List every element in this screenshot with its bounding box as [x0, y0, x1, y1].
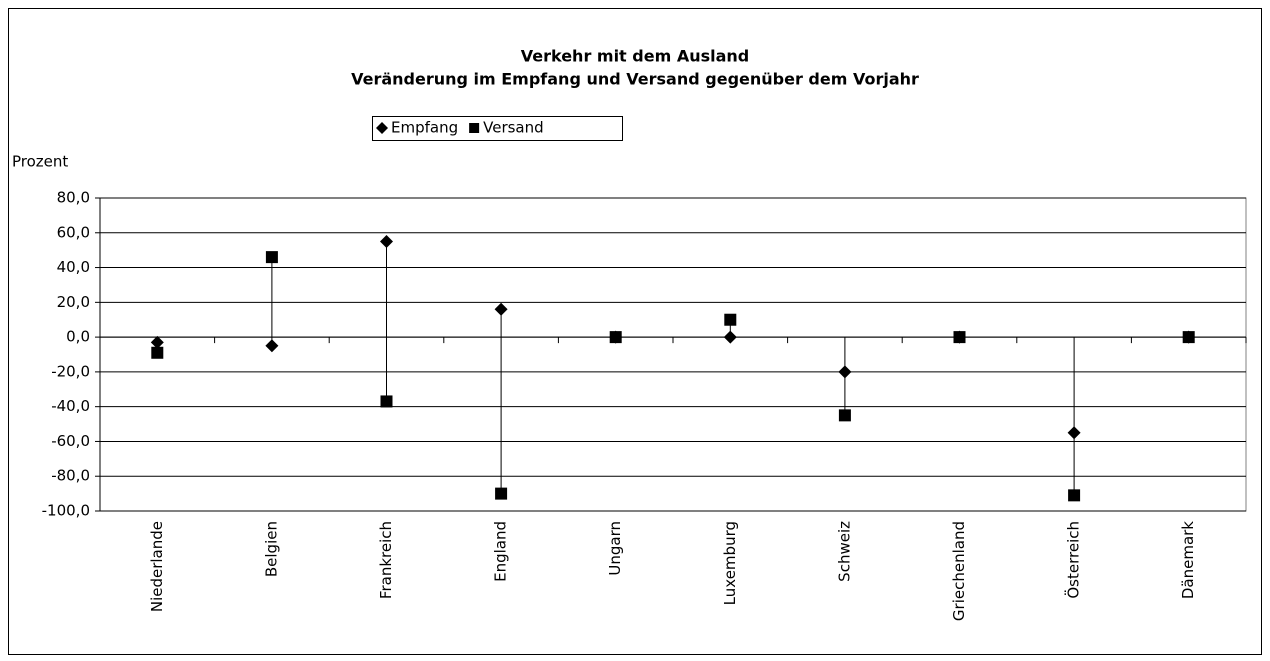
- y-tick-label: 60,0: [57, 223, 90, 241]
- legend-label: Empfang: [391, 119, 458, 137]
- x-tick-label: Luxemburg: [721, 521, 739, 605]
- y-tick-label: -60,0: [51, 432, 90, 450]
- square-marker: [151, 346, 164, 359]
- y-tick-label: -20,0: [51, 362, 90, 380]
- legend-box: [372, 116, 623, 141]
- y-tick-label: -40,0: [51, 397, 90, 415]
- square-marker: [1182, 331, 1195, 344]
- legend-label: Versand: [483, 119, 544, 137]
- y-tick-label: 20,0: [57, 293, 90, 311]
- x-tick-label: Niederlande: [148, 521, 166, 612]
- y-tick-label: 40,0: [57, 258, 90, 276]
- square-marker: [265, 251, 278, 264]
- diamond-marker: [150, 335, 164, 349]
- square-marker: [380, 395, 393, 408]
- x-tick-label: England: [492, 521, 510, 582]
- x-tick-label: Österreich: [1064, 521, 1083, 599]
- y-tick-label: 80,0: [57, 189, 90, 207]
- square-marker: [724, 313, 737, 326]
- chart-title: Verkehr mit dem Ausland: [521, 47, 750, 66]
- x-tick-label: Griechenland: [950, 521, 968, 621]
- legend: Empfang Versand: [372, 116, 623, 141]
- chart-subtitle: Veränderung im Empfang und Versand gegen…: [351, 70, 919, 89]
- legend-swatch: [376, 122, 388, 134]
- y-tick-label: -100,0: [42, 502, 90, 520]
- square-marker: [838, 409, 851, 422]
- plot-area: [99, 197, 1247, 512]
- x-tick-label: Ungarn: [606, 521, 624, 576]
- square-marker: [609, 331, 622, 344]
- diamond-marker: [494, 302, 508, 316]
- y-axis-title: Prozent: [12, 153, 68, 171]
- x-tick-label: Schweiz: [835, 521, 853, 582]
- square-marker: [1068, 489, 1081, 502]
- y-tick-label: 0,0: [66, 328, 90, 346]
- diamond-marker: [380, 234, 393, 248]
- diamond-marker: [1067, 426, 1081, 440]
- square-marker: [495, 487, 508, 500]
- x-tick-label: Frankreich: [377, 521, 395, 599]
- diamond-marker: [723, 330, 737, 344]
- y-tick-label: -80,0: [51, 467, 90, 485]
- square-marker: [953, 331, 966, 344]
- x-tick-label: Dänemark: [1179, 521, 1197, 599]
- x-tick-label: Belgien: [262, 521, 280, 577]
- diamond-marker: [265, 339, 279, 353]
- diamond-marker: [838, 365, 852, 379]
- legend-swatch: [469, 123, 480, 133]
